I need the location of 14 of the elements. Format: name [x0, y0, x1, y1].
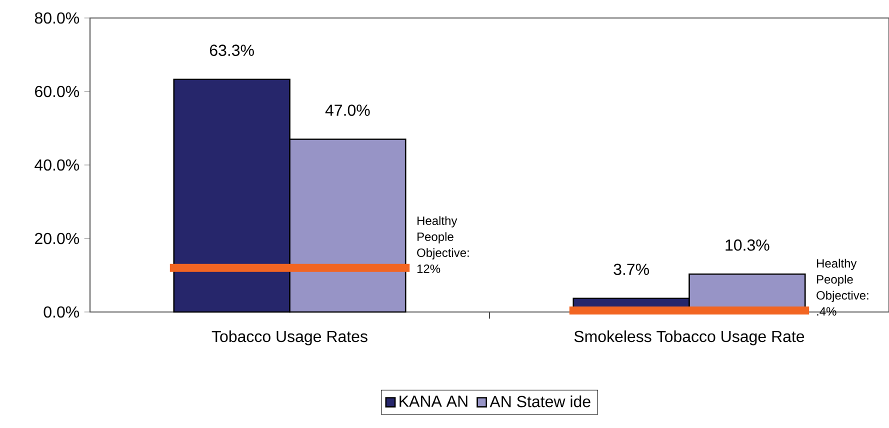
legend-label: AN Statew ide — [490, 396, 590, 408]
y-tick-label: 40.0% — [34, 159, 80, 171]
x-tick-label: Smokeless Tobacco Usage Rate — [574, 330, 804, 346]
y-tick-label: 80.0% — [34, 12, 80, 24]
data-label: 63.3% — [210, 44, 254, 56]
data-label: 10.3% — [726, 239, 770, 251]
y-tick-label: 60.0% — [35, 86, 80, 98]
x-tick-label: Tobacco Usage Rates — [212, 330, 368, 346]
y-tick-label: 0.0% — [44, 306, 80, 318]
y-tick-label: 20.0% — [35, 232, 80, 244]
legend-label: KANA AN — [400, 396, 468, 407]
data-label: 47.0% — [325, 104, 370, 116]
data-label: 3.7% — [614, 264, 649, 276]
ref-line-label: Healthy People Objective: 12% — [417, 216, 469, 273]
